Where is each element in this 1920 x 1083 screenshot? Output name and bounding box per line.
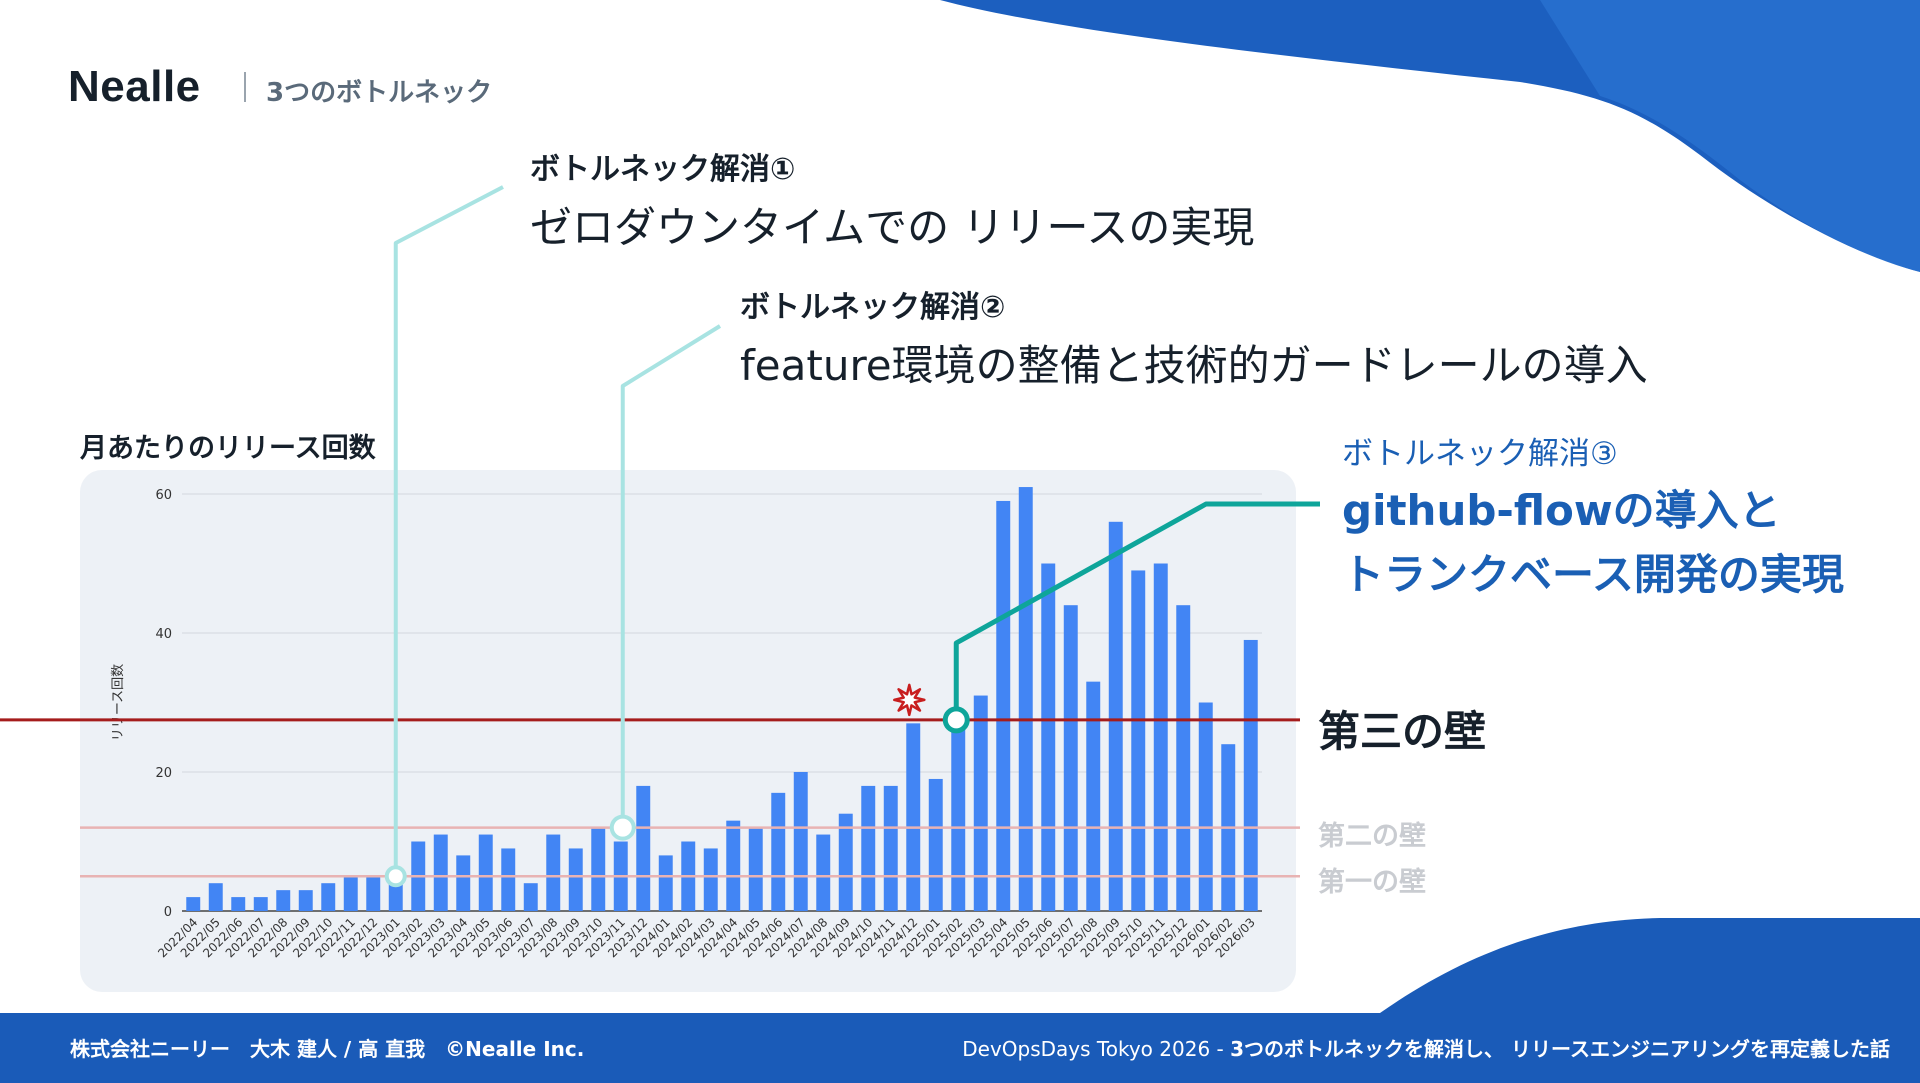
footer-event: DevOpsDays Tokyo 2026 - 3つのボトルネックを解消し、 リ… bbox=[962, 1033, 1890, 1062]
bar bbox=[1041, 563, 1056, 911]
burst-icon bbox=[893, 683, 926, 717]
bar bbox=[951, 716, 966, 911]
annotation-3-body-line1: github-flowの導入と bbox=[1342, 486, 1781, 535]
callout-2-marker bbox=[609, 814, 636, 841]
bar bbox=[793, 772, 808, 911]
bar bbox=[1108, 521, 1123, 911]
bar bbox=[523, 883, 538, 911]
bar bbox=[1131, 570, 1146, 911]
bar bbox=[478, 834, 493, 911]
footer-event-name: DevOpsDays Tokyo 2026 - bbox=[962, 1037, 1231, 1061]
bar bbox=[726, 820, 741, 911]
bar bbox=[1243, 639, 1258, 911]
wall-2-label: 第二の壁 bbox=[1318, 821, 1426, 852]
bar bbox=[253, 897, 268, 911]
bar bbox=[1063, 605, 1078, 911]
bar bbox=[748, 827, 763, 911]
bar bbox=[906, 723, 921, 911]
bar bbox=[1176, 605, 1191, 911]
annotation-2-body: feature環境の整備と技術的ガードレールの導入 bbox=[740, 341, 1648, 390]
callout-1-line bbox=[393, 185, 504, 867]
bar bbox=[186, 897, 201, 911]
annotation-1-heading: ボトルネック解消① bbox=[530, 152, 796, 187]
bar bbox=[838, 813, 853, 911]
bar bbox=[321, 883, 336, 911]
bar bbox=[636, 785, 651, 911]
wall-1-label: 第一の壁 bbox=[1318, 867, 1426, 898]
chart-title: 月あたりのリリース回数 bbox=[80, 433, 376, 464]
bar bbox=[928, 778, 943, 911]
bar bbox=[771, 792, 786, 911]
bar bbox=[208, 883, 223, 911]
callout-1-marker bbox=[384, 865, 407, 888]
bar bbox=[433, 834, 448, 911]
bar bbox=[276, 890, 291, 911]
bar bbox=[298, 890, 313, 911]
header-divider bbox=[244, 72, 246, 102]
footer-talk-title: 3つのボトルネックを解消し、 リリースエンジニアリングを再定義した話 bbox=[1230, 1037, 1890, 1061]
annotation-3-body-line2: トランクベース開発の実現 bbox=[1342, 550, 1844, 599]
bar bbox=[816, 834, 831, 911]
bar bbox=[1198, 702, 1213, 911]
y-tick-label: 40 bbox=[155, 627, 172, 642]
brand-logo: Nealle bbox=[68, 62, 201, 111]
bar bbox=[591, 827, 606, 911]
bar bbox=[1086, 681, 1101, 911]
footer-bar: 株式会社ニーリー 大木 建人 / 高 直我 ©Nealle Inc. DevOp… bbox=[0, 1013, 1920, 1083]
annotation-2: ボトルネック解消② feature環境の整備と技術的ガードレールの導入 bbox=[740, 282, 1648, 393]
callout-3-marker bbox=[942, 706, 970, 734]
y-tick-label: 0 bbox=[164, 905, 172, 920]
bar bbox=[1153, 563, 1168, 911]
bar bbox=[861, 785, 876, 911]
y-axis-label: リリース回数 bbox=[111, 664, 126, 741]
bar bbox=[703, 848, 718, 911]
bar bbox=[973, 695, 988, 911]
annotation-3-heading: ボトルネック解消③ bbox=[1342, 436, 1618, 472]
annotation-2-heading: ボトルネック解消② bbox=[740, 290, 1006, 325]
callout-3-line bbox=[953, 501, 1320, 708]
callout-2-line bbox=[620, 324, 722, 817]
annotation-3: ボトルネック解消③ github-flowの導入と トランクベース開発の実現 bbox=[1342, 428, 1844, 607]
annotation-1-body: ゼロダウンタイムでの リリースの実現 bbox=[530, 203, 1255, 252]
wall-3-label: 第三の壁 bbox=[1318, 707, 1487, 756]
footer-company: 株式会社ニーリー 大木 建人 / 高 直我 ©Nealle Inc. bbox=[70, 1037, 585, 1061]
y-tick-label: 60 bbox=[155, 488, 172, 503]
bar bbox=[231, 897, 246, 911]
bar bbox=[366, 876, 381, 911]
bar bbox=[546, 834, 561, 911]
bar bbox=[1018, 487, 1033, 911]
bar bbox=[996, 500, 1011, 911]
bar bbox=[388, 883, 403, 911]
slide-section-title: 3つのボトルネック bbox=[266, 78, 493, 108]
annotation-1: ボトルネック解消① ゼロダウンタイムでの リリースの実現 bbox=[530, 144, 1254, 255]
y-tick-label: 20 bbox=[155, 766, 172, 781]
bar bbox=[568, 848, 583, 911]
bar bbox=[883, 785, 898, 911]
bar bbox=[658, 855, 673, 911]
bar bbox=[501, 848, 516, 911]
bar bbox=[343, 876, 358, 911]
bar bbox=[456, 855, 471, 911]
